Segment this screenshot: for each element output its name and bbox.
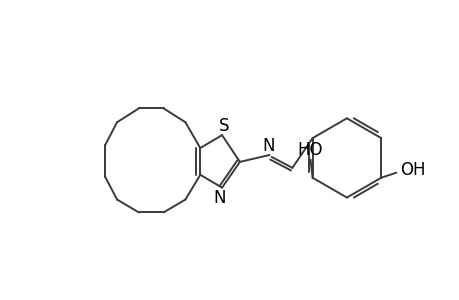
Text: OH: OH xyxy=(399,161,425,179)
Text: HO: HO xyxy=(297,141,323,159)
Text: N: N xyxy=(213,189,226,207)
Text: S: S xyxy=(218,117,229,135)
Text: N: N xyxy=(262,137,274,155)
